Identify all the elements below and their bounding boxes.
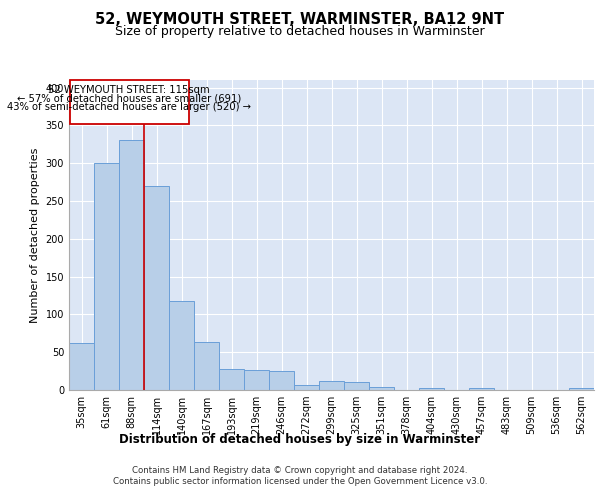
Bar (319, 381, 344, 390)
Y-axis label: Number of detached properties: Number of detached properties (30, 148, 40, 322)
Bar (269, 371, 294, 390)
Bar (119, 140, 144, 390)
Text: 43% of semi-detached houses are larger (520) →: 43% of semi-detached houses are larger (… (7, 102, 251, 112)
Bar (69, 343, 94, 390)
Text: ← 57% of detached houses are smaller (691): ← 57% of detached houses are smaller (69… (17, 94, 241, 104)
Bar (344, 382, 369, 390)
Bar (419, 388, 444, 390)
Bar (569, 388, 594, 390)
Bar (244, 370, 269, 390)
Text: 52 WEYMOUTH STREET: 115sqm: 52 WEYMOUTH STREET: 115sqm (49, 86, 210, 96)
Text: Contains HM Land Registry data © Crown copyright and database right 2024.: Contains HM Land Registry data © Crown c… (132, 466, 468, 475)
Bar (144, 186, 169, 390)
Bar (94, 163, 119, 390)
Bar (294, 386, 319, 390)
Bar (194, 342, 219, 390)
Text: Size of property relative to detached houses in Warminster: Size of property relative to detached ho… (115, 25, 485, 38)
Bar (469, 388, 494, 390)
Text: Distribution of detached houses by size in Warminster: Distribution of detached houses by size … (119, 432, 481, 446)
Text: Contains public sector information licensed under the Open Government Licence v3: Contains public sector information licen… (113, 478, 487, 486)
Bar (369, 387, 394, 390)
FancyBboxPatch shape (70, 80, 189, 124)
Bar (219, 369, 244, 390)
Text: 52, WEYMOUTH STREET, WARMINSTER, BA12 9NT: 52, WEYMOUTH STREET, WARMINSTER, BA12 9N… (95, 12, 505, 28)
Bar (169, 301, 194, 390)
